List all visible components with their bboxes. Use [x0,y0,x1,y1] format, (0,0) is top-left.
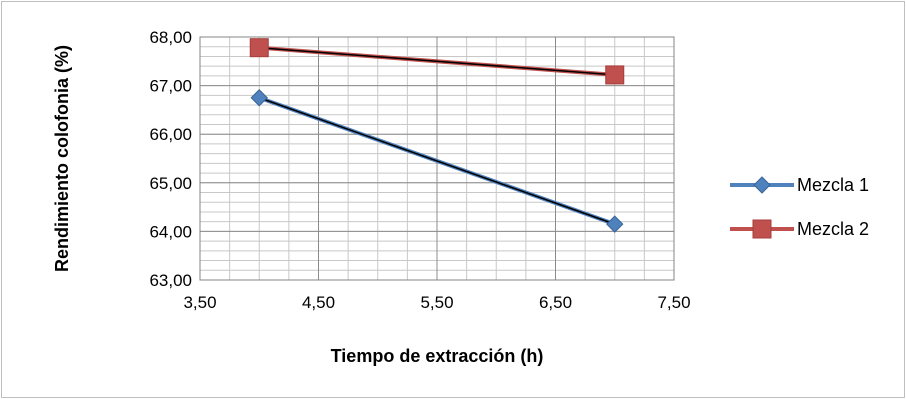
series [249,38,625,233]
legend-item: Mezcla 1 [730,175,869,195]
x-tick-label: 4,50 [302,293,335,312]
legend-item: Mezcla 2 [730,219,869,239]
series-2 [249,38,625,85]
y-tick-label: 64,00 [149,222,192,241]
y-tick-label: 66,00 [149,125,192,144]
diamond-marker [250,89,268,107]
y-tick-label: 65,00 [149,174,192,193]
x-tick-label: 3,50 [183,293,216,312]
square-marker [752,219,772,239]
y-tick-label: 68,00 [149,28,192,47]
square-marker [249,38,269,58]
x-tick-label: 6,50 [539,293,572,312]
y-axis-title: Rendimiento colofonia (%) [52,45,72,272]
legend-label: Mezcla 1 [797,175,869,195]
legend: Mezcla 1 Mezcla 2 [730,175,869,239]
y-tick-label: 63,00 [149,271,192,290]
trend-line [258,97,616,225]
plot-frame [199,36,675,281]
series-1 [250,89,624,233]
legend-label: Mezcla 2 [797,219,869,239]
y-tick-label: 67,00 [149,77,192,96]
x-tick-label: 7,50 [657,293,690,312]
x-tick-label: 5,50 [420,293,453,312]
diamond-marker [753,176,771,194]
trend-line [259,46,615,76]
square-marker [605,65,625,85]
diamond-marker [606,215,624,233]
tick-labels: 3,50 4,50 5,50 6,50 7,50 63,00 64,00 65,00 66,00… [149,28,690,312]
x-axis-title: Tiempo de extracción (h) [331,346,544,366]
